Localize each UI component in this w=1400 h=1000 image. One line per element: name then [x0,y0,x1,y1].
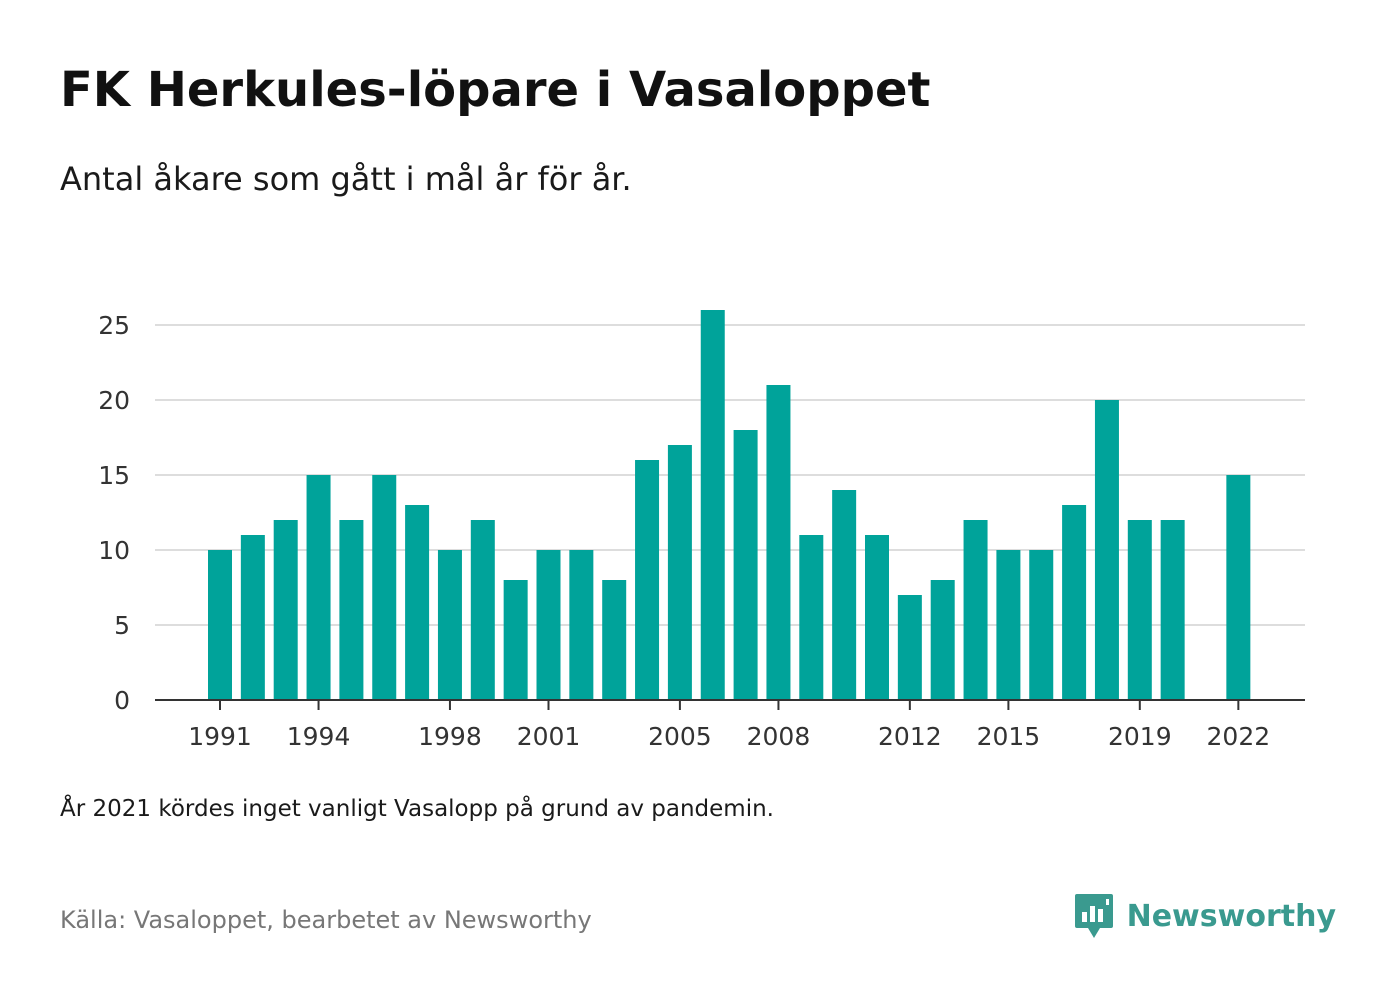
bar-2009 [799,535,824,700]
bar-2013 [930,580,955,700]
x-tick-label-1998: 1998 [418,722,482,751]
x-tick-label-2015: 2015 [977,722,1041,751]
bar-2006 [700,310,725,700]
x-tick-label-1991: 1991 [188,722,252,751]
bar-2012 [897,595,922,700]
chart-title: FK Herkules-löpare i Vasaloppet [60,62,931,118]
bar-1993 [273,520,298,700]
bar-1991 [208,550,232,700]
chart-note: År 2021 kördes inget vanligt Vasalopp på… [60,796,774,822]
bar-2001 [536,550,561,700]
bar-2010 [832,490,857,700]
x-tick-label-2001: 2001 [517,722,581,751]
newsworthy-logo-icon [1074,894,1113,938]
bar-2000 [503,580,528,700]
y-tick-label-20: 20 [98,386,130,415]
x-tick-label-2005: 2005 [648,722,712,751]
x-tick-label-2022: 2022 [1207,722,1271,751]
brand-logo: Newsworthy [1073,892,1336,940]
y-tick-label-25: 25 [98,311,130,340]
y-tick-label-0: 0 [114,686,130,715]
bar-2002 [569,550,594,700]
bar-2014 [963,520,988,700]
bar-1994 [306,475,331,700]
bar-1998 [437,550,462,700]
bar-2004 [635,460,660,700]
x-tick-label-2019: 2019 [1108,722,1172,751]
x-tick-label-2008: 2008 [747,722,811,751]
bar-2015 [996,550,1021,700]
bar-2011 [865,535,889,700]
y-tick-label-15: 15 [98,461,130,490]
source-text: Källa: Vasaloppet, bearbetet av Newswort… [60,906,592,934]
bar-1997 [405,505,430,700]
bar-2003 [602,580,627,700]
bar-1999 [470,520,495,700]
bar-2020 [1160,520,1185,700]
x-tick-label-1994: 1994 [287,722,351,751]
brand-name: Newsworthy [1126,898,1336,934]
y-tick-label-5: 5 [114,611,130,640]
chart-subtitle: Antal åkare som gått i mål år för år. [60,160,632,198]
bar-1992 [240,535,265,700]
bar-2019 [1127,520,1152,700]
bar-2005 [667,445,692,700]
bar-2007 [733,430,758,700]
bar-2017 [1062,505,1087,700]
bar-2022 [1226,475,1251,700]
bar-1995 [339,520,364,700]
bar-1996 [372,475,397,700]
bar-chart: 0 5 10 15 20 25 1991 1994 1998 2001 2005 2008 2012 20… [98,310,1305,751]
bar-2008 [766,385,791,700]
bar-2018 [1094,400,1119,700]
x-tick-label-2012: 2012 [878,722,942,751]
bar-2016 [1029,550,1054,700]
y-tick-label-10: 10 [98,536,130,565]
